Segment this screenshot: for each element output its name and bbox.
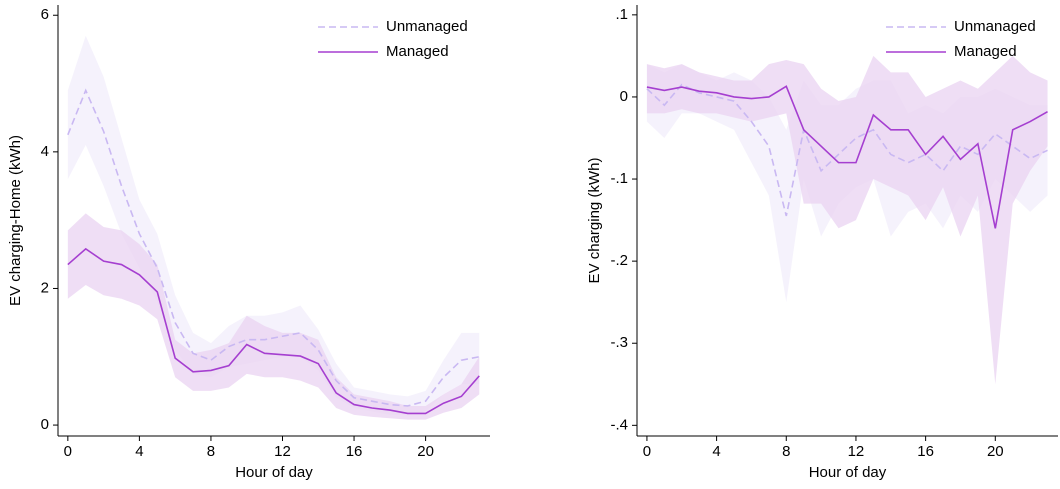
- confidence-band: [67, 213, 480, 420]
- y-tick-label: -.4: [610, 416, 628, 433]
- x-tick-label: 12: [848, 443, 865, 460]
- y-tick-label: 0: [620, 88, 628, 105]
- y-tick-label: 0: [41, 416, 49, 433]
- x-tick-label: 20: [417, 443, 434, 460]
- x-tick-label: 4: [712, 443, 720, 460]
- x-tick-label: 8: [207, 443, 215, 460]
- x-tick-label: 4: [135, 443, 143, 460]
- x-tick-label: 8: [782, 443, 790, 460]
- series-line: [646, 85, 1048, 229]
- x-axis-title: Hour of day: [235, 464, 313, 481]
- x-tick-label: 0: [643, 443, 651, 460]
- legend-label: Unmanaged: [954, 18, 1036, 35]
- y-axis-title: EV charging (kWh): [586, 158, 603, 284]
- y-axis-title: EV charging-Home (kWh): [7, 135, 24, 306]
- x-axis-title: Hour of day: [809, 464, 887, 481]
- y-tick-label: 2: [41, 279, 49, 296]
- x-tick-label: 20: [987, 443, 1004, 460]
- y-tick-label: -.3: [610, 334, 628, 351]
- series-line: [67, 247, 480, 415]
- confidence-band: [646, 55, 1048, 385]
- x-tick-label: 0: [64, 443, 72, 460]
- y-tick-label: .1: [615, 6, 628, 23]
- y-tick-label: -.2: [610, 252, 628, 269]
- x-tick-label: 12: [274, 443, 291, 460]
- y-tick-label: 6: [41, 6, 49, 23]
- series-line: [67, 88, 480, 407]
- legend-label: Managed: [954, 43, 1017, 60]
- x-tick-label: 16: [346, 443, 363, 460]
- x-tick-label: 16: [917, 443, 934, 460]
- confidence-band: [67, 35, 480, 415]
- y-tick-label: -.1: [610, 170, 628, 187]
- legend-label: Unmanaged: [386, 18, 468, 35]
- legend-label: Managed: [386, 43, 449, 60]
- y-tick-label: 4: [41, 143, 49, 160]
